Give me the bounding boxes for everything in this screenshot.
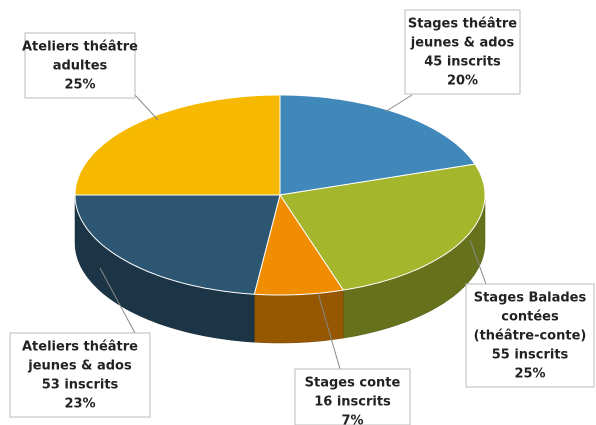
label-box — [465, 283, 595, 388]
slice-label: 45 inscrits — [424, 55, 501, 70]
leader-line — [384, 94, 413, 113]
value-label: 25% — [64, 78, 95, 93]
slice-label: Ateliers théâtre — [22, 340, 138, 355]
slice — [74, 94, 281, 196]
leader-line — [317, 292, 341, 370]
slice-label: 16 inscrits — [314, 395, 391, 410]
slice-label: Stages théâtre — [408, 17, 517, 32]
label-box — [9, 332, 151, 418]
slice-label: contées — [501, 310, 559, 325]
label-box — [294, 368, 411, 425]
value-label: 20% — [447, 74, 478, 89]
leader-line — [134, 94, 159, 121]
slice — [74, 194, 281, 295]
slice-label: adultes — [53, 59, 108, 74]
value-label: 25% — [514, 367, 545, 382]
slice-label: jeunes & ados — [27, 359, 132, 374]
leader-line — [469, 239, 487, 285]
slice-label: 53 inscrits — [42, 378, 119, 393]
slice-label: Stages conte — [305, 376, 401, 391]
slice-label: Ateliers théâtre — [22, 40, 138, 55]
label-box — [404, 9, 521, 95]
slice-label: Stages Balades — [474, 291, 587, 306]
slice-label: 55 inscrits — [492, 348, 569, 363]
value-label: 23% — [64, 397, 95, 412]
slice — [253, 193, 345, 296]
value-label: 7% — [341, 414, 363, 425]
leader-line — [99, 267, 136, 334]
slice-label: jeunes & ados — [410, 36, 515, 51]
label-box — [24, 32, 136, 99]
slice-label: (théâtre-conte) — [474, 329, 587, 344]
slice — [279, 163, 486, 291]
slice — [279, 94, 476, 196]
